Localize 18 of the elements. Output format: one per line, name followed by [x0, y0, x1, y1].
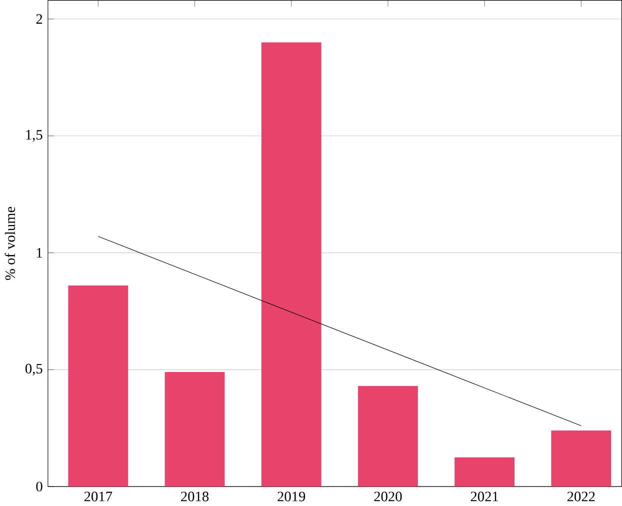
y-tick-label: 0 [36, 482, 42, 492]
y-tick-label: 0,5 [25, 364, 42, 376]
y-tick-label: 2 [36, 14, 42, 24]
x-tick-label: 2019 [278, 492, 306, 502]
x-tick-label: 2018 [181, 492, 209, 502]
bar [358, 386, 418, 487]
bar [164, 372, 225, 487]
y-tick-label: 1 [36, 248, 42, 258]
x-tick-label: 2020 [374, 492, 402, 502]
x-tick-label: 2017 [84, 492, 112, 502]
y-axis-title: % of volume [4, 206, 16, 280]
bar [454, 457, 514, 487]
bar [551, 430, 612, 487]
x-tick-label: 2022 [567, 492, 595, 502]
x-tick-label: 2021 [470, 492, 498, 502]
y-tick-label: 1,5 [26, 130, 42, 142]
bar [261, 42, 322, 487]
bar [68, 285, 128, 487]
